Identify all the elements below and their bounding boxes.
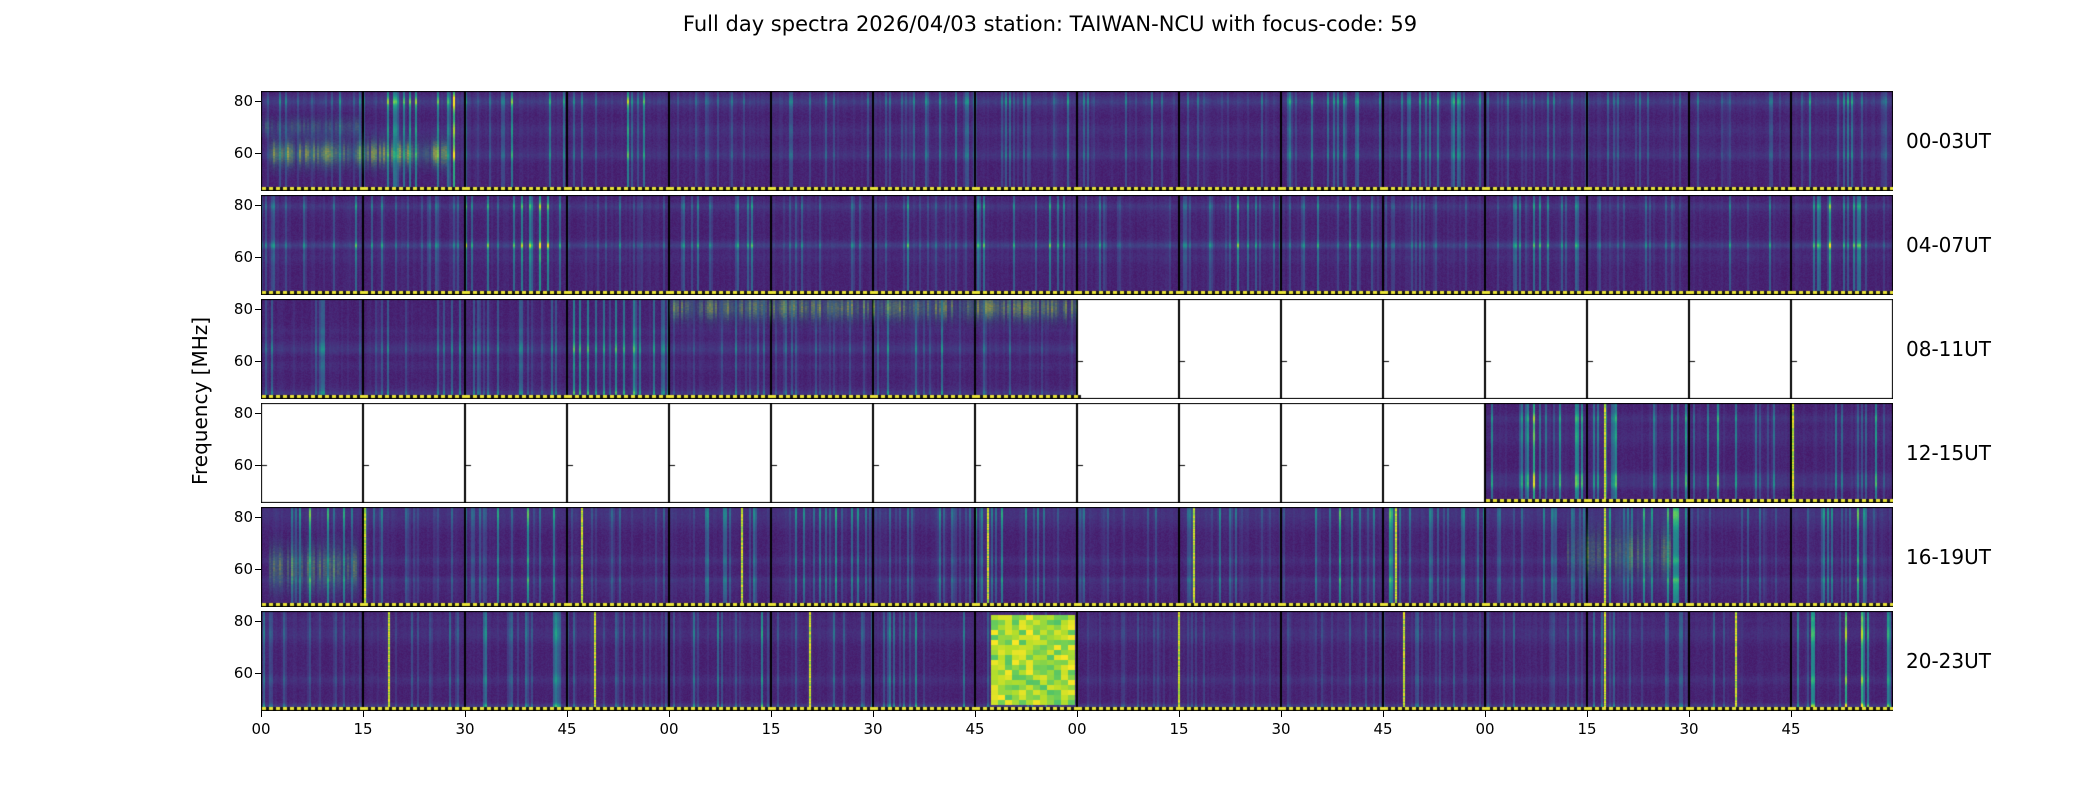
y-tickmark-80 bbox=[255, 101, 261, 102]
y-tick-label-60: 60 bbox=[233, 144, 253, 162]
y-tickmark-80 bbox=[255, 517, 261, 518]
x-tick-label: 15 bbox=[1169, 720, 1189, 738]
x-tickmark bbox=[363, 711, 364, 717]
spectrogram-canvas-20-23UT bbox=[261, 611, 1893, 711]
x-tick-label: 30 bbox=[863, 720, 883, 738]
y-tickmark-80 bbox=[255, 413, 261, 414]
x-tick-label: 00 bbox=[1067, 720, 1087, 738]
y-tickmark-60 bbox=[255, 153, 261, 154]
y-tick-label-80: 80 bbox=[233, 612, 253, 630]
x-tick-label: 30 bbox=[455, 720, 475, 738]
y-tickmark-60 bbox=[255, 673, 261, 674]
x-tick-label: 30 bbox=[1271, 720, 1291, 738]
row-time-label: 00-03UT bbox=[1906, 129, 1991, 153]
x-tick-label: 00 bbox=[251, 720, 271, 738]
x-tickmark bbox=[465, 711, 466, 717]
spectrogram-row-12-15UT: 80 60 12-15UT bbox=[0, 403, 2100, 503]
y-tickmark-60 bbox=[255, 569, 261, 570]
y-tick-label-80: 80 bbox=[233, 300, 253, 318]
y-tickmark-80 bbox=[255, 621, 261, 622]
spectrogram-row-08-11UT: 80 60 08-11UT bbox=[0, 299, 2100, 399]
spectrogram-canvas-16-19UT bbox=[261, 507, 1893, 607]
x-tickmark bbox=[1485, 711, 1486, 717]
row-time-label: 12-15UT bbox=[1906, 441, 1991, 465]
y-tick-label-80: 80 bbox=[233, 92, 253, 110]
x-tick-label: 15 bbox=[1577, 720, 1597, 738]
spectrogram-canvas-12-15UT bbox=[261, 403, 1893, 503]
row-time-label: 16-19UT bbox=[1906, 545, 1991, 569]
row-time-label: 20-23UT bbox=[1906, 649, 1991, 673]
x-tick-label: 45 bbox=[1373, 720, 1393, 738]
y-tick-label-80: 80 bbox=[233, 508, 253, 526]
y-tick-label-60: 60 bbox=[233, 352, 253, 370]
spectrogram-canvas-08-11UT bbox=[261, 299, 1893, 399]
y-tickmark-60 bbox=[255, 257, 261, 258]
x-tick-label: 30 bbox=[1679, 720, 1699, 738]
spectrogram-row-20-23UT: 80 60 20-23UT bbox=[0, 611, 2100, 711]
x-tick-label: 45 bbox=[1781, 720, 1801, 738]
y-tick-label-80: 80 bbox=[233, 196, 253, 214]
x-tick-label: 00 bbox=[659, 720, 679, 738]
x-tick-label: 45 bbox=[557, 720, 577, 738]
row-time-label: 04-07UT bbox=[1906, 233, 1991, 257]
y-tickmark-60 bbox=[255, 361, 261, 362]
spectrogram-canvas-04-07UT bbox=[261, 195, 1893, 295]
y-tickmark-60 bbox=[255, 465, 261, 466]
x-tick-label: 15 bbox=[353, 720, 373, 738]
figure-title: Full day spectra 2026/04/03 station: TAI… bbox=[682, 12, 1418, 36]
y-tick-label-80: 80 bbox=[233, 404, 253, 422]
y-tick-label-60: 60 bbox=[233, 248, 253, 266]
spectrogram-row-00-03UT: 80 60 00-03UT bbox=[0, 91, 2100, 191]
x-tick-label: 45 bbox=[965, 720, 985, 738]
x-tickmark bbox=[873, 711, 874, 717]
x-tickmark bbox=[1791, 711, 1792, 717]
x-tickmark bbox=[1179, 711, 1180, 717]
y-tick-label-60: 60 bbox=[233, 664, 253, 682]
y-tickmark-80 bbox=[255, 309, 261, 310]
x-tickmark bbox=[567, 711, 568, 717]
x-tickmark bbox=[771, 711, 772, 717]
x-tick-label: 15 bbox=[761, 720, 781, 738]
x-tickmark bbox=[1689, 711, 1690, 717]
x-tick-label: 00 bbox=[1475, 720, 1495, 738]
y-tick-label-60: 60 bbox=[233, 456, 253, 474]
y-tickmark-80 bbox=[255, 205, 261, 206]
spectrogram-row-04-07UT: 80 60 04-07UT bbox=[0, 195, 2100, 295]
spectrogram-canvas-00-03UT bbox=[261, 91, 1893, 191]
x-tickmark bbox=[1077, 711, 1078, 717]
x-tickmark bbox=[1587, 711, 1588, 717]
x-tickmark bbox=[1383, 711, 1384, 717]
y-tick-label-60: 60 bbox=[233, 560, 253, 578]
x-tickmark bbox=[669, 711, 670, 717]
row-time-label: 08-11UT bbox=[1906, 337, 1991, 361]
x-tickmark bbox=[261, 711, 262, 717]
spectrogram-row-16-19UT: 80 60 16-19UT bbox=[0, 507, 2100, 607]
x-tickmark bbox=[975, 711, 976, 717]
x-tickmark bbox=[1281, 711, 1282, 717]
